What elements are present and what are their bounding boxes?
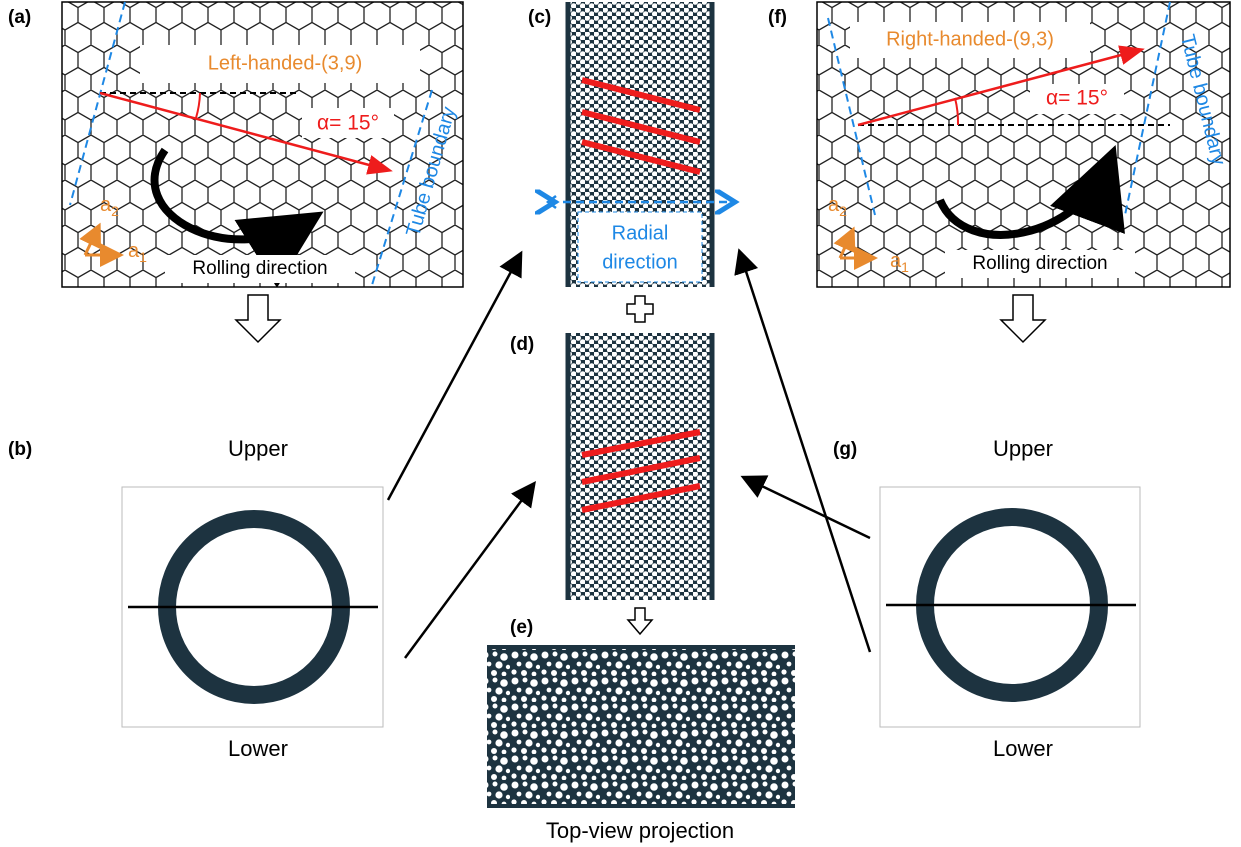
panel-label: (f) <box>768 7 787 28</box>
panel-d: (d) <box>510 333 712 600</box>
upper-label: Upper <box>993 436 1053 461</box>
chirality: Left-handed-(3,9) <box>208 52 363 74</box>
panel-label: (g) <box>833 439 857 460</box>
figure: (a) Left-handed-(3,9) α= 15° Tube bounda… <box>0 0 1241 847</box>
rolling-label: Rolling direction <box>192 258 327 279</box>
panel-label: (d) <box>510 334 534 355</box>
radial-label: direction <box>602 251 678 273</box>
vector-sub: 1 <box>901 259 909 275</box>
panel-c: (c) Radial direction <box>528 2 730 287</box>
connector-arrow <box>745 478 870 538</box>
panel-e: (e) Top-view projection <box>487 617 795 843</box>
down-arrow <box>628 608 652 634</box>
down-arrow <box>236 295 280 342</box>
panel-a: (a) Left-handed-(3,9) α= 15° Tube bounda… <box>8 2 463 287</box>
radial-label: Radial <box>612 222 669 244</box>
tube <box>568 333 712 600</box>
rolling-label: Rolling direction <box>972 253 1107 274</box>
panel-label: (b) <box>8 439 32 460</box>
panel-f: (f) Right-handed-(9,3) α= 15° Tube bound… <box>768 2 1230 287</box>
panel-g: (g) Upper Lower <box>833 295 1140 761</box>
panel-b: (b) Upper Lower <box>8 295 383 761</box>
lower-label: Lower <box>993 736 1053 761</box>
lower-label: Lower <box>228 736 288 761</box>
plus-sign <box>627 296 653 322</box>
angle: α= 15° <box>317 112 379 135</box>
vector-sub: 2 <box>111 203 119 219</box>
connector-arrow <box>388 255 520 500</box>
angle: α= 15° <box>1046 87 1108 110</box>
down-arrow <box>1001 295 1045 342</box>
lattice <box>62 2 463 287</box>
projection <box>487 645 795 808</box>
panel-label: (a) <box>8 7 31 28</box>
upper-label: Upper <box>228 436 288 461</box>
vector-sub: 1 <box>139 249 147 265</box>
vector-sub: 2 <box>839 203 847 219</box>
chirality: Right-handed-(9,3) <box>886 28 1054 50</box>
panel-label: (e) <box>510 617 533 638</box>
caption: Top-view projection <box>546 818 734 843</box>
panel-label: (c) <box>528 7 551 28</box>
